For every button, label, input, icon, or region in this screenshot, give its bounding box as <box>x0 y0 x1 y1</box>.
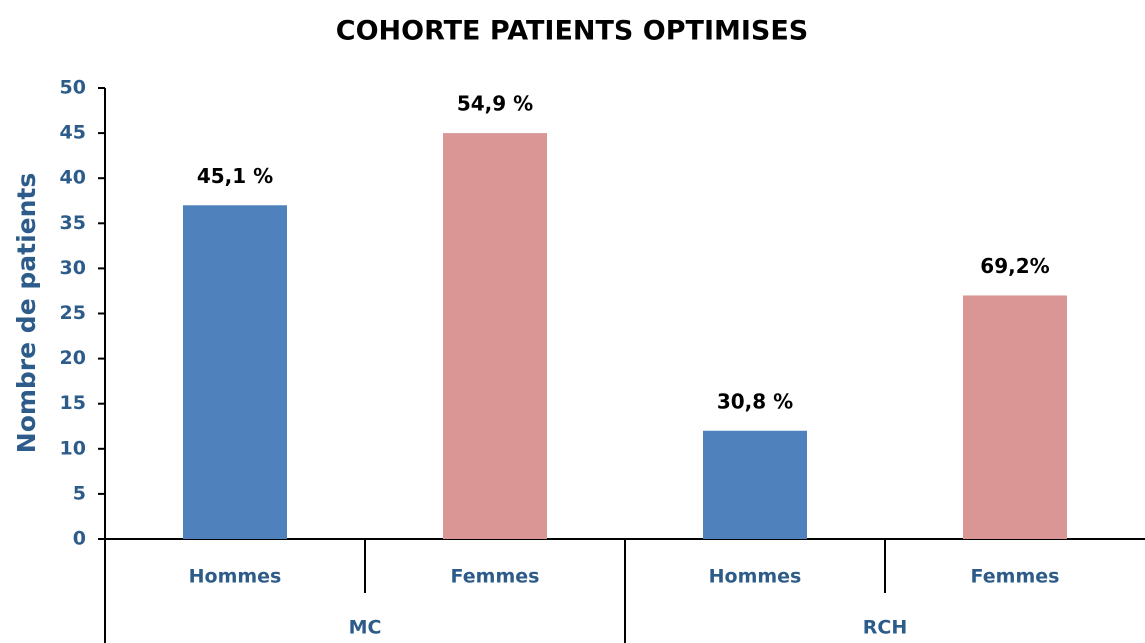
x-tick-label: Hommes <box>709 566 802 588</box>
bar <box>183 205 287 539</box>
x-tick-label: Femmes <box>451 566 540 588</box>
y-tick-label: 50 <box>60 77 86 99</box>
bar <box>703 430 807 539</box>
y-tick-label: 20 <box>60 347 86 369</box>
y-tick-label: 10 <box>60 437 86 459</box>
bar-label: 69,2% <box>980 254 1049 278</box>
bar-label: 45,1 % <box>197 164 273 188</box>
x-tick-label: Hommes <box>189 566 282 588</box>
y-tick-label: 35 <box>60 212 86 234</box>
bar-label: 30,8 % <box>717 389 793 413</box>
bar-label: 54,9 % <box>457 92 533 116</box>
y-tick-label: 45 <box>60 122 86 144</box>
x-tick-label: Femmes <box>971 566 1060 588</box>
bar <box>963 295 1067 539</box>
group-label: RCH <box>863 617 907 639</box>
y-tick-label: 0 <box>73 528 86 550</box>
bar <box>443 133 547 539</box>
chart-title: COHORTE PATIENTS OPTIMISES <box>336 16 809 47</box>
group-label: MC <box>349 617 382 639</box>
y-axis-label: Nombre de patients <box>12 173 41 453</box>
y-tick-label: 30 <box>60 257 86 279</box>
y-tick-label: 40 <box>60 167 86 189</box>
y-tick-label: 5 <box>73 482 86 504</box>
y-tick-label: 15 <box>60 392 86 414</box>
y-tick-label: 25 <box>60 302 86 324</box>
